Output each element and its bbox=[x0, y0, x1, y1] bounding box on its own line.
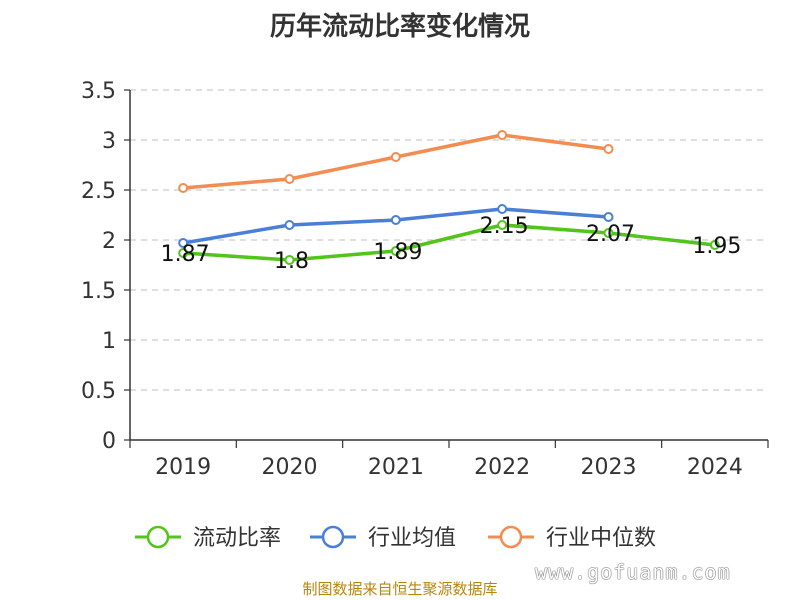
legend-marker bbox=[499, 525, 523, 549]
data-label: 1.87 bbox=[161, 242, 210, 267]
x-tick-labels: 2019 2020 2021 2022 2023 2024 bbox=[155, 455, 743, 480]
x-tick-label: 2021 bbox=[368, 455, 424, 480]
y-tick-label: 0.5 bbox=[81, 379, 116, 404]
y-tick-label: 2 bbox=[102, 229, 116, 254]
legend-marker bbox=[321, 525, 345, 549]
data-point bbox=[603, 144, 614, 154]
y-tick-label: 1 bbox=[102, 329, 116, 354]
data-point bbox=[709, 240, 720, 250]
x-tick-label: 2020 bbox=[262, 455, 318, 480]
legend-label: 行业均值 bbox=[368, 526, 456, 551]
y-tick-label: 0 bbox=[102, 429, 116, 454]
series-line-0 bbox=[183, 223, 715, 262]
legend-label: 行业中位数 bbox=[546, 526, 656, 551]
data-label: 1.95 bbox=[692, 234, 741, 259]
data-point bbox=[178, 238, 189, 248]
series-lines bbox=[178, 130, 720, 265]
chart-title: 历年流动比率变化情况 bbox=[269, 12, 530, 42]
data-point bbox=[603, 228, 614, 238]
y-tick-label: 3.5 bbox=[81, 79, 116, 104]
y-tick-label: 1.5 bbox=[81, 279, 116, 304]
data-label: 2.07 bbox=[586, 222, 635, 247]
data-point bbox=[603, 212, 614, 222]
data-point bbox=[390, 246, 401, 256]
data-point bbox=[497, 204, 508, 214]
data-point bbox=[284, 174, 295, 184]
data-point bbox=[390, 152, 401, 162]
data-labels: 1.87 1.8 1.89 2.15 2.07 1.95 bbox=[161, 214, 742, 274]
y-tick-label: 2.5 bbox=[81, 179, 116, 204]
data-point bbox=[497, 130, 508, 140]
data-point bbox=[178, 248, 189, 258]
data-point bbox=[284, 220, 295, 230]
legend-marker bbox=[146, 525, 170, 549]
y-tick-labels: 0 0.5 1 1.5 2 2.5 3 3.5 bbox=[81, 79, 116, 454]
data-point bbox=[390, 215, 401, 225]
x-tick-label: 2022 bbox=[474, 455, 530, 480]
axes bbox=[124, 89, 769, 448]
data-point bbox=[284, 255, 295, 265]
legend: 流动比率 行业均值 行业中位数 bbox=[135, 525, 656, 551]
legend-label: 流动比率 bbox=[193, 526, 281, 551]
source-note: 制图数据来自恒生聚源数据库 bbox=[302, 580, 498, 598]
data-label: 1.89 bbox=[373, 240, 422, 265]
x-tick-label: 2019 bbox=[155, 455, 211, 480]
y-tick-label: 3 bbox=[102, 129, 116, 154]
data-label: 1.8 bbox=[274, 249, 309, 274]
series-line-1 bbox=[182, 207, 609, 245]
data-label: 2.15 bbox=[480, 214, 529, 239]
watermark: www.gofuanm.com bbox=[535, 560, 731, 584]
data-point bbox=[497, 220, 508, 230]
x-tick-label: 2023 bbox=[581, 455, 637, 480]
data-point bbox=[178, 183, 189, 193]
x-tick-label: 2024 bbox=[687, 455, 743, 480]
